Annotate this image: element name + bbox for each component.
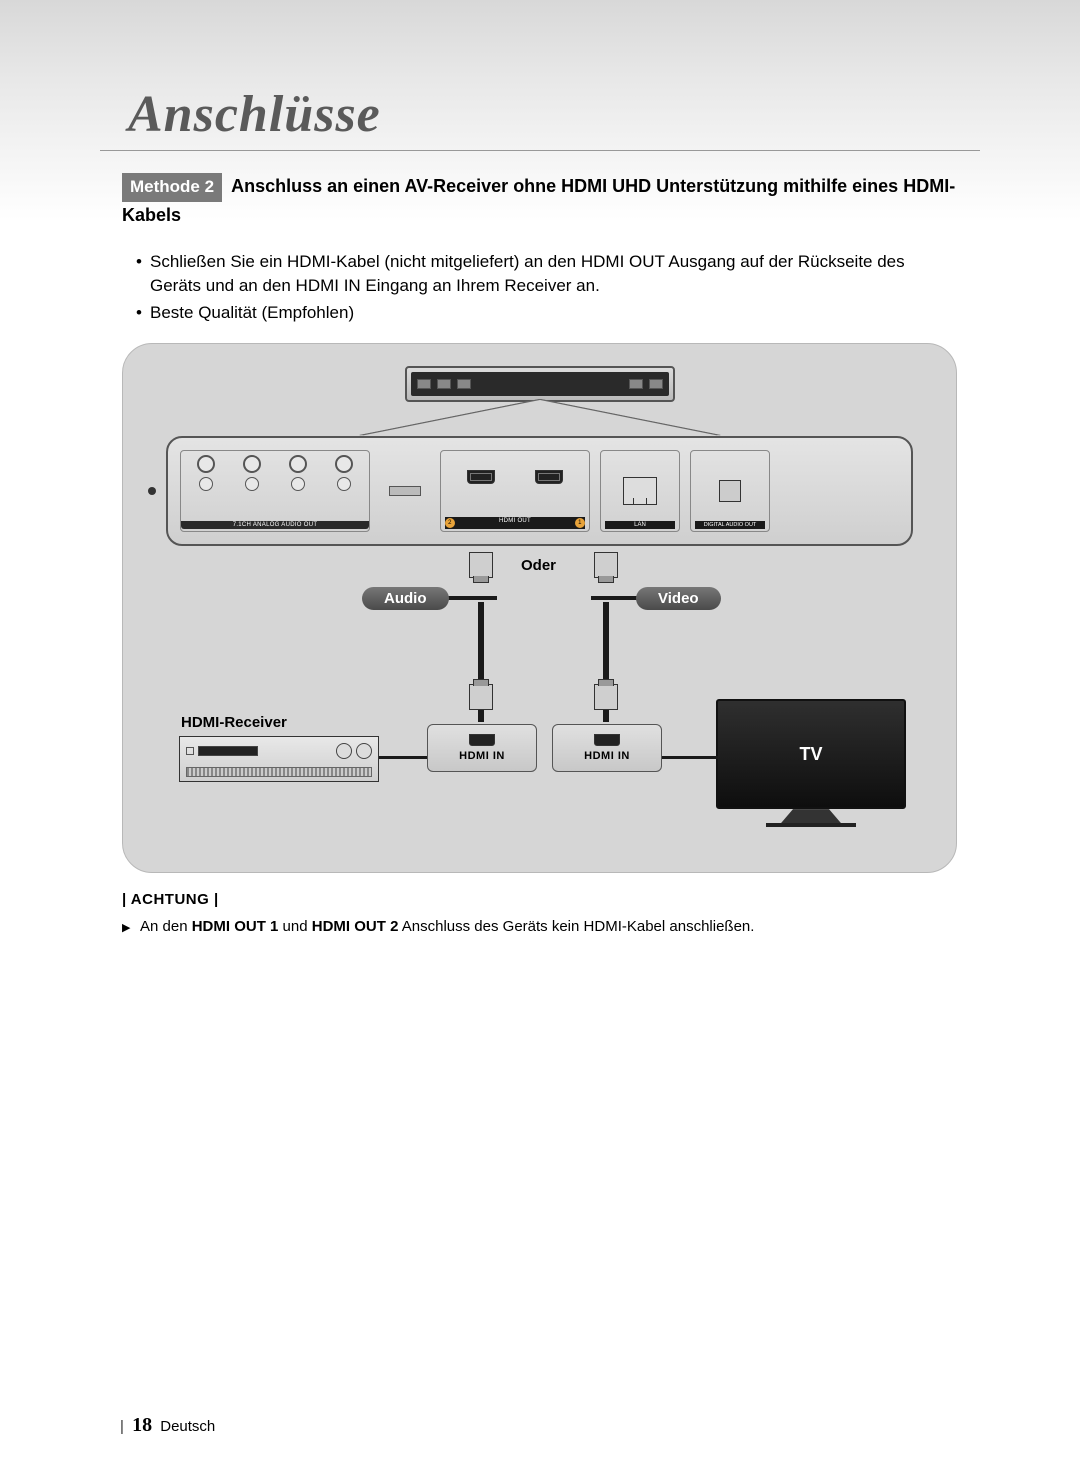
- hdmi-plug-icon: [594, 684, 618, 710]
- method-heading: Methode 2 Anschluss an einen AV-Receiver…: [122, 173, 958, 228]
- receiver-hdmi-in-box: HDMI IN: [427, 724, 537, 772]
- hdmi-receiver-icon: [179, 736, 379, 782]
- receiver-label: HDMI-Receiver: [181, 714, 287, 731]
- hdmi-out-2-port: [467, 470, 495, 484]
- footer-language: Deutsch: [160, 1418, 215, 1435]
- hdmi-plug-icon: [469, 684, 493, 710]
- tv-hdmi-in-box: HDMI IN: [552, 724, 662, 772]
- hdmi-in-label: HDMI IN: [459, 750, 505, 762]
- device-back-panel: 7.1CH ANALOG AUDIO OUT 2 HDMI OUT 1: [166, 436, 913, 546]
- lan-block: LAN: [600, 450, 680, 532]
- audio-pill: Audio: [362, 587, 449, 610]
- content-area: Methode 2 Anschluss an einen AV-Receiver…: [100, 173, 980, 939]
- instruction-list: Schließen Sie ein HDMI-Kabel (nicht mitg…: [122, 250, 958, 325]
- optical-label: DIGITAL AUDIO OUT: [695, 521, 765, 529]
- tv-icon: TV: [716, 699, 906, 827]
- optical-block: DIGITAL AUDIO OUT: [690, 450, 770, 532]
- hdmi-out-1-port: [535, 470, 563, 484]
- warning-heading: | ACHTUNG |: [122, 891, 958, 908]
- hdmi-plug-icon: [469, 552, 493, 578]
- page-number: 18: [132, 1414, 152, 1436]
- method-title-text: Anschluss an einen AV-Receiver ohne HDMI…: [122, 176, 955, 225]
- lan-label: LAN: [605, 521, 675, 529]
- list-item: Schließen Sie ein HDMI-Kabel (nicht mitg…: [136, 250, 958, 298]
- tv-label: TV: [799, 744, 822, 765]
- warning-text: An den HDMI OUT 1 und HDMI OUT 2 Anschlu…: [122, 916, 958, 939]
- hdmi-in-label: HDMI IN: [584, 750, 630, 762]
- analog-audio-out-block: 7.1CH ANALOG AUDIO OUT: [180, 450, 370, 532]
- hdmi-port-num-2: 2: [445, 518, 455, 528]
- manual-page: Anschlüsse Methode 2 Anschluss an einen …: [0, 0, 1080, 1477]
- list-item: Beste Qualität (Empfohlen): [136, 301, 958, 325]
- video-pill: Video: [636, 587, 721, 610]
- cable-line: [379, 756, 427, 759]
- hdmi-plug-icon: [594, 552, 618, 578]
- usb-slot-block: [380, 450, 430, 532]
- method-badge: Methode 2: [122, 173, 222, 202]
- hdmi-port-num-1: 1: [575, 518, 585, 528]
- section-title: Anschlüsse: [100, 55, 980, 151]
- connection-diagram: 7.1CH ANALOG AUDIO OUT 2 HDMI OUT 1: [122, 343, 957, 873]
- analog-audio-label: 7.1CH ANALOG AUDIO OUT: [181, 521, 369, 529]
- device-top-view: [405, 366, 675, 402]
- hdmi-out-block: 2 HDMI OUT 1: [440, 450, 590, 532]
- hdmi-out-label: HDMI OUT: [499, 518, 531, 528]
- cable-line: [662, 756, 718, 759]
- page-footer: | 18 Deutsch: [120, 1414, 215, 1437]
- callout-lines: [360, 400, 720, 436]
- or-label: Oder: [521, 557, 556, 574]
